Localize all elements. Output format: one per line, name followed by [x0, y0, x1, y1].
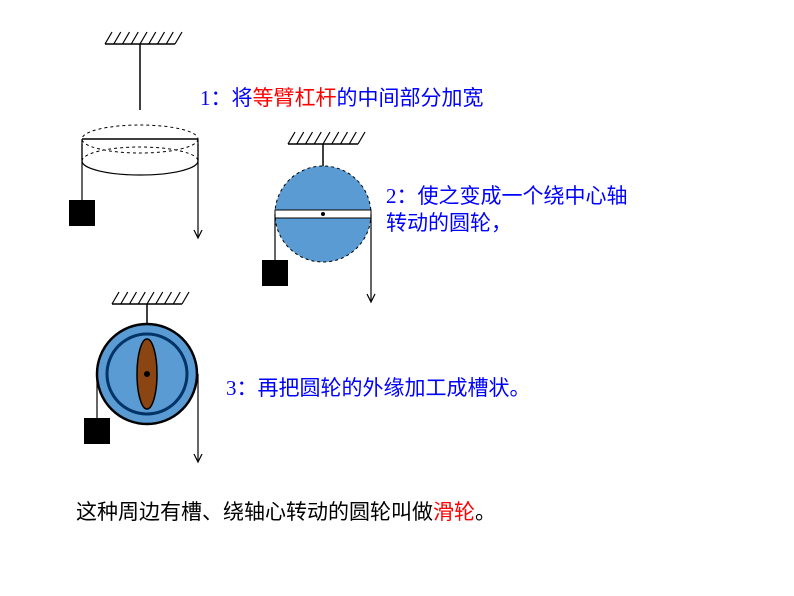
text-seg: 滑轮 [433, 500, 475, 524]
step-2-text-line1: 2：使之变成一个绕中心轴 [386, 180, 628, 210]
diagram-3-pulley [84, 292, 202, 462]
text-seg: 。 [475, 500, 496, 524]
step-1-text: 1：将等臂杠杆的中间部分加宽 [200, 82, 484, 112]
text-seg: 2：使之变成一个绕中心轴 [386, 184, 628, 208]
text-seg: 转动的圆轮， [386, 211, 512, 235]
text-seg: 的中间部分加宽 [337, 86, 484, 110]
conclusion-text: 这种周边有槽、绕轴心转动的圆轮叫做滑轮。 [76, 496, 496, 526]
text-seg: 1：将 [200, 86, 253, 110]
text-seg: 这种周边有槽、绕轴心转动的圆轮叫做 [76, 500, 433, 524]
text-seg: 3：再把圆轮的外缘加工成槽状。 [226, 376, 531, 400]
diagram-1-lever [69, 32, 202, 238]
step-2-text-line2: 转动的圆轮， [386, 207, 512, 237]
diagram-2-wheel [262, 132, 375, 302]
text-seg: 等臂杠杆 [253, 86, 337, 110]
step-3-text: 3：再把圆轮的外缘加工成槽状。 [226, 372, 531, 402]
